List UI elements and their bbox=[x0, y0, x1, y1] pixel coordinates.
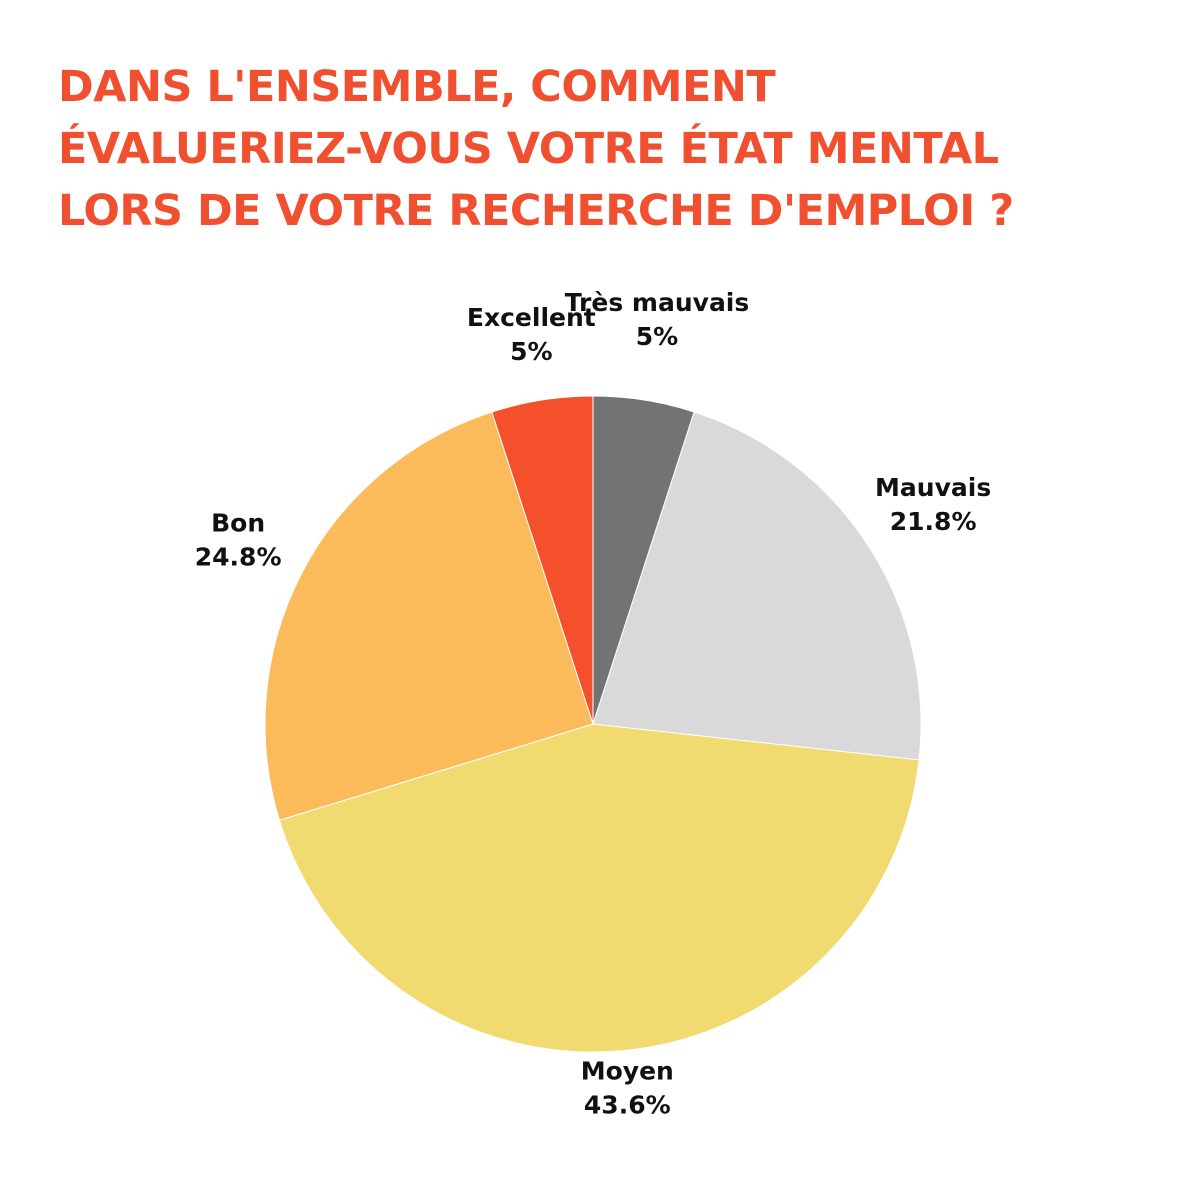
chart-title-line-1: DANS L'ENSEMBLE, COMMENT bbox=[58, 62, 776, 112]
pie-slice-excellent bbox=[491, 395, 594, 725]
pie-labels: Très mauvais 5% Mauvais 21.8% Moyen 43.6% Bon 2… bbox=[195, 288, 991, 1119]
pie-slice-moyen bbox=[278, 723, 920, 1053]
slice-label-moyen: Moyen bbox=[581, 1056, 674, 1085]
slice-label-tres-mauvais: Très mauvais bbox=[565, 288, 750, 317]
pie-slices bbox=[264, 395, 922, 1053]
slice-value-excellent: 5% bbox=[510, 337, 552, 366]
chart-title-line-3: LORS DE VOTRE RECHERCHE D'EMPLOI ? bbox=[58, 186, 1014, 236]
slice-label-bon: Bon bbox=[211, 508, 265, 537]
chart-title-line-2: ÉVALUERIEZ-VOUS VOTRE ÉTAT MENTAL bbox=[58, 124, 999, 174]
slice-value-bon: 24.8% bbox=[195, 542, 282, 571]
pie-slice-bon bbox=[264, 411, 594, 821]
pie-slice-mauvais bbox=[592, 411, 922, 761]
slice-label-mauvais: Mauvais bbox=[875, 473, 991, 502]
slice-label-excellent: Excellent bbox=[467, 303, 596, 332]
slice-value-tres-mauvais: 5% bbox=[636, 322, 678, 351]
slice-value-moyen: 43.6% bbox=[584, 1090, 671, 1119]
chart-title: DANS L'ENSEMBLE, COMMENT ÉVALUERIEZ-VOUS… bbox=[58, 56, 1158, 242]
slice-value-mauvais: 21.8% bbox=[890, 507, 977, 536]
